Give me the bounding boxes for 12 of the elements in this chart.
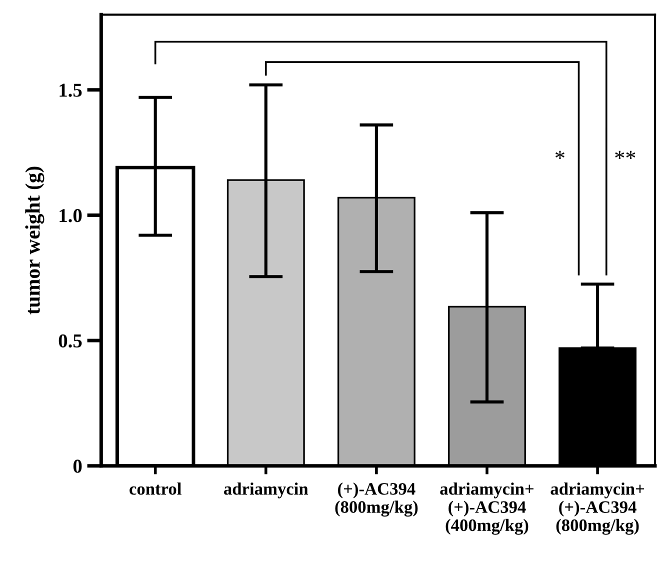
x-tick-label: adriamycin: [224, 482, 308, 498]
y-tick-label: 1.0: [60, 209, 82, 222]
y-axis-title: tumor weight (g): [25, 166, 44, 314]
x-tick-label: control: [130, 482, 182, 495]
y-tick-label: 0: [73, 460, 82, 473]
x-tick-label: (+)-AC394 (800mg/kg): [335, 482, 418, 517]
y-tick-label: 0.5: [58, 334, 82, 348]
annotation: **: [615, 150, 636, 159]
x-tick-label: adriamycin+ (+)-AC394 (400mg/kg): [440, 482, 534, 535]
y-tick-label: 1.5: [60, 84, 82, 97]
annotation: *: [555, 150, 564, 159]
x-tick-label: adriamycin+ (+)-AC394 (800mg/kg): [550, 482, 644, 535]
